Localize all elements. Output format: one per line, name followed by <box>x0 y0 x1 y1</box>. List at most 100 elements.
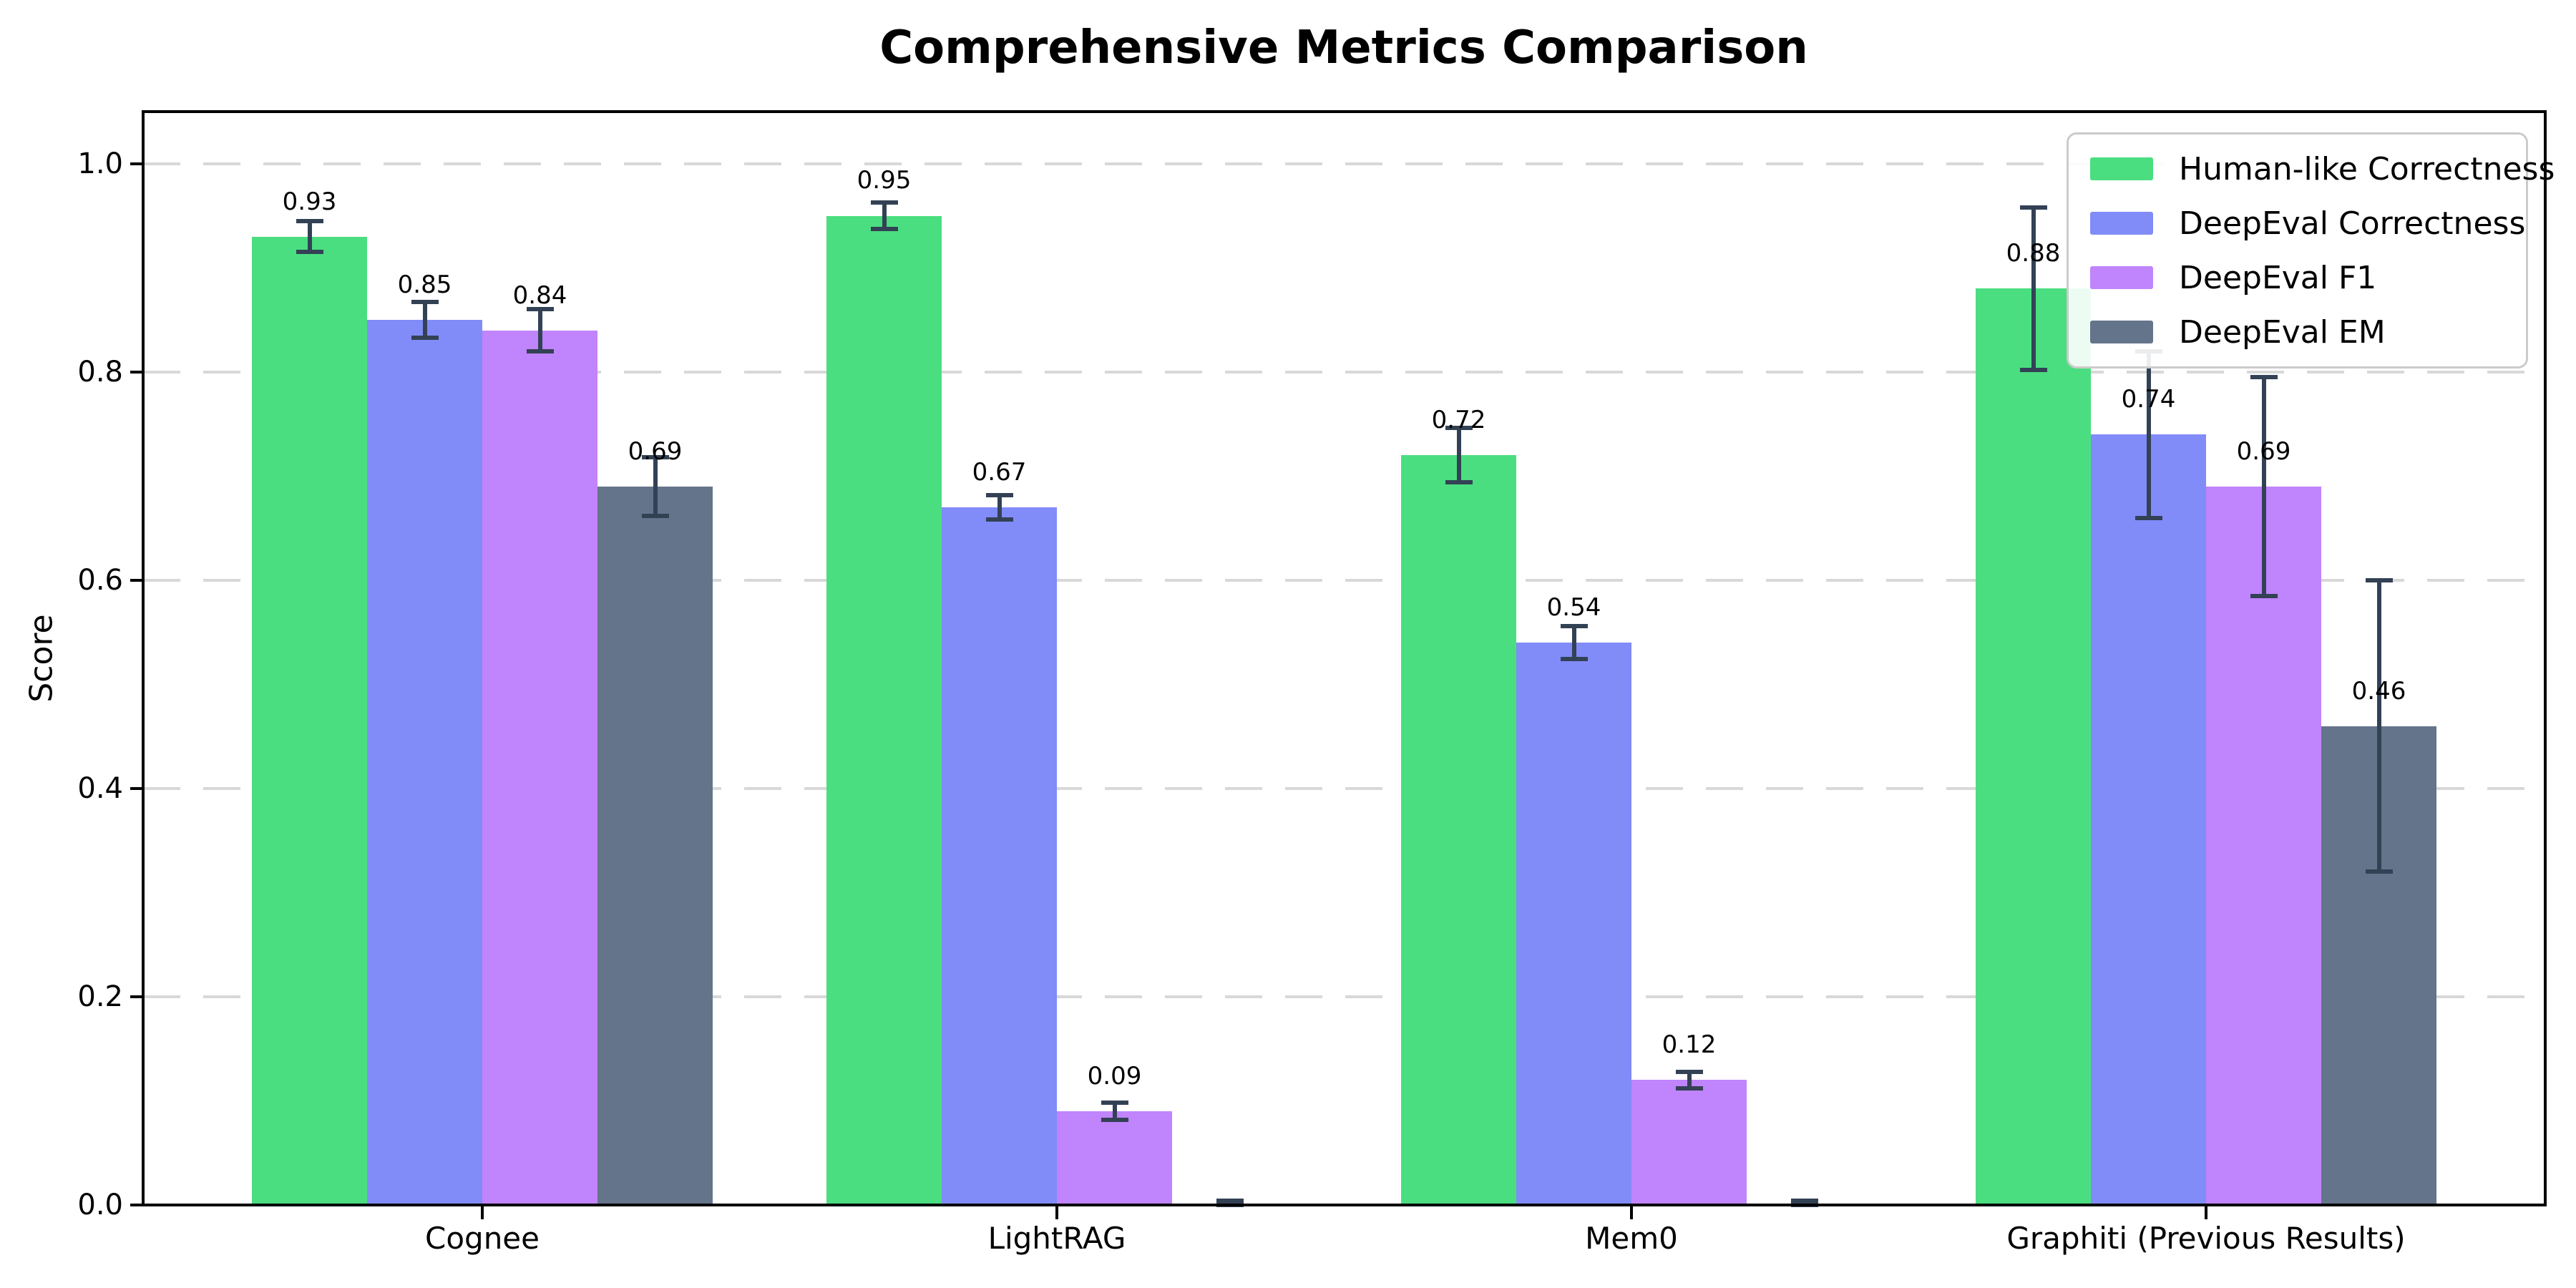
legend-item: DeepEval Correctness <box>2069 196 2526 250</box>
bar-value-label: 0.67 <box>972 457 1027 487</box>
error-bar <box>422 302 427 338</box>
legend-item: Human-like Correctness <box>2069 142 2555 196</box>
error-bar-cap <box>2019 205 2047 210</box>
bar-value-label: 0.84 <box>512 280 567 310</box>
error-bar-cap <box>411 300 439 305</box>
error-bar <box>2376 580 2381 872</box>
legend-item: DeepEval F1 <box>2069 250 2526 305</box>
legend-swatch <box>2090 321 2153 343</box>
y-tick-mark <box>130 162 143 165</box>
x-tick-label: Cognee <box>425 1221 540 1256</box>
bar-value-label: 0.93 <box>282 187 337 216</box>
bar-value-label: 0.85 <box>397 270 452 299</box>
error-bar-cap <box>1101 1117 1128 1122</box>
bar <box>597 486 713 1205</box>
error-bar-cap <box>870 227 898 232</box>
gridline <box>143 995 2545 998</box>
bar <box>942 507 1057 1205</box>
error-bar-cap <box>870 200 898 205</box>
error-bar <box>2146 351 2151 518</box>
bar <box>1057 1111 1172 1205</box>
y-tick-mark <box>130 370 143 374</box>
legend-label: DeepEval Correctness <box>2179 205 2526 242</box>
bar <box>367 320 482 1205</box>
bar <box>2206 486 2321 1205</box>
legend: Human-like Correctness DeepEval Correctne… <box>2067 132 2555 369</box>
y-tick-label: 0.6 <box>77 563 123 597</box>
bar <box>826 215 942 1205</box>
legend-item: DeepEval EM <box>2069 305 2526 359</box>
error-bar-cap <box>1101 1101 1128 1106</box>
error-bar <box>1571 625 1576 660</box>
error-bar-cap <box>1445 480 1473 485</box>
error-bar-cap <box>641 513 669 518</box>
x-tick-mark <box>2205 1206 2207 1219</box>
legend-label: Human-like Correctness <box>2179 150 2555 187</box>
error-bar-cap <box>1445 426 1473 431</box>
error-bar-cap <box>296 250 323 255</box>
bar <box>482 330 597 1205</box>
error-bar-cap <box>1560 623 1588 628</box>
bar <box>1401 455 1516 1205</box>
x-tick-label: Graphiti (Previous Results) <box>2006 1221 2406 1256</box>
bar-value-label: 0.69 <box>2236 436 2291 466</box>
y-tick-mark <box>130 1204 143 1206</box>
error-bar-cap <box>2365 869 2393 874</box>
error-bar-cap <box>641 455 669 460</box>
error-bar-cap <box>2250 593 2278 598</box>
y-axis-label: Score <box>23 614 60 703</box>
bar <box>1516 643 1631 1205</box>
bar <box>252 236 367 1205</box>
error-bar-cap <box>2365 577 2393 582</box>
error-bar <box>997 494 1002 520</box>
error-bar-cap <box>2135 515 2162 520</box>
gridline <box>143 162 2545 165</box>
gridline <box>143 786 2545 790</box>
x-tick-mark <box>481 1206 484 1219</box>
bar-value-label: 0.54 <box>1546 593 1601 623</box>
bar-value-label: 0.74 <box>2121 385 2176 414</box>
y-tick-mark <box>130 786 143 790</box>
error-bar-cap <box>1675 1086 1703 1091</box>
x-tick-mark <box>1055 1206 1058 1219</box>
chart-title: Comprehensive Metrics Comparison <box>879 21 1808 74</box>
bar <box>2091 434 2206 1205</box>
error-bar-cap <box>2250 375 2278 380</box>
bar-value-label: 0.88 <box>2006 239 2061 268</box>
legend-swatch <box>2090 157 2153 180</box>
legend-label: DeepEval EM <box>2179 313 2386 351</box>
error-bar-cap <box>1216 1203 1244 1207</box>
gridline <box>143 370 2545 374</box>
bar-value-label: 0.72 <box>1431 406 1486 435</box>
bar <box>1631 1080 1747 1205</box>
y-tick-label: 0.8 <box>77 355 123 389</box>
y-tick-mark <box>130 578 143 582</box>
y-tick-label: 1.0 <box>77 147 123 180</box>
error-bar-cap <box>985 492 1013 497</box>
error-bar-cap <box>1216 1199 1244 1204</box>
x-tick-label: LightRAG <box>987 1221 1126 1256</box>
error-bar <box>537 309 542 351</box>
error-bar <box>2031 207 2036 370</box>
error-bar-cap <box>1790 1199 1818 1204</box>
error-bar-cap <box>526 307 554 312</box>
error-bar <box>307 220 312 253</box>
legend-label: DeepEval F1 <box>2179 259 2377 296</box>
error-bar-cap <box>2019 367 2047 372</box>
bar-value-label: 0.69 <box>628 436 683 466</box>
plot-area: 0.93 0.95 0.72 0.88 0.85 0.67 0.54 0.74 0.84 0.09… <box>142 110 2547 1207</box>
bar <box>1976 288 2091 1205</box>
error-bar-cap <box>296 218 323 223</box>
x-tick-label: Mem0 <box>1585 1221 1678 1256</box>
x-tick-mark <box>1630 1206 1633 1219</box>
error-bar-cap <box>411 335 439 340</box>
y-tick-mark <box>130 995 143 998</box>
error-bar <box>1112 1103 1117 1120</box>
gridline <box>143 578 2545 582</box>
error-bar-cap <box>526 348 554 353</box>
bar-value-label: 0.95 <box>857 166 912 195</box>
error-bar-cap <box>1790 1203 1818 1207</box>
legend-swatch <box>2090 266 2153 289</box>
error-bar <box>2261 377 2266 596</box>
